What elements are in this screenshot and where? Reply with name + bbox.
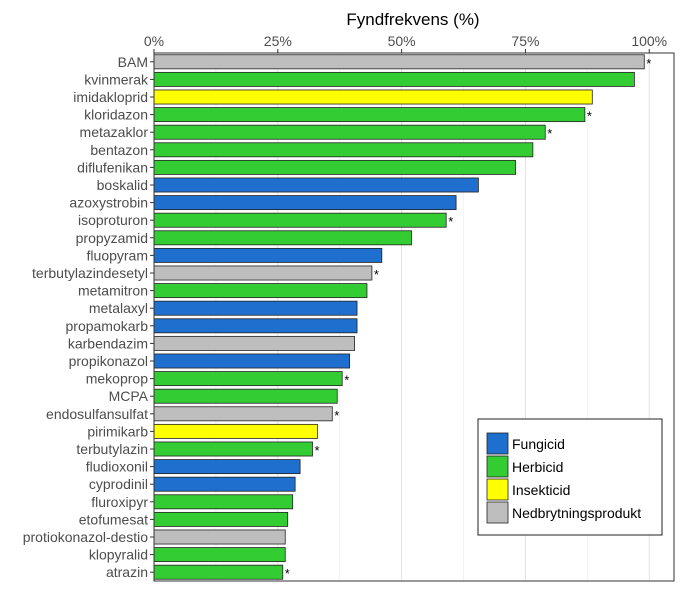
x-tick-label: 25% bbox=[264, 33, 292, 49]
category-label: diflufenikan bbox=[77, 159, 148, 175]
bar bbox=[153, 388, 338, 404]
significance-marker: * bbox=[334, 408, 339, 423]
category-label: propyzamid bbox=[76, 230, 148, 246]
bar bbox=[153, 283, 368, 299]
legend-label: Herbicid bbox=[512, 459, 563, 475]
significance-marker: * bbox=[587, 109, 592, 124]
bar bbox=[153, 423, 318, 439]
bar bbox=[153, 353, 351, 369]
legend-key bbox=[486, 455, 509, 478]
category-label: azoxystrobin bbox=[69, 195, 148, 211]
bar bbox=[153, 335, 355, 351]
significance-marker: * bbox=[547, 126, 552, 141]
category-label: metamitron bbox=[78, 283, 148, 299]
category-label: fluroxipyr bbox=[91, 494, 148, 510]
legend-label: Insekticid bbox=[512, 482, 570, 498]
legend: Fungicid Herbicid Insekticid Nedbrytningspr… bbox=[477, 418, 663, 536]
category-label: protiokonazol-destio bbox=[23, 529, 149, 545]
category-label: kvinmerak bbox=[84, 71, 149, 87]
significance-marker: * bbox=[344, 373, 349, 388]
category-label: BAM bbox=[118, 54, 148, 70]
category-label: atrazin bbox=[106, 564, 148, 580]
bar bbox=[153, 406, 333, 422]
bar bbox=[153, 142, 534, 158]
category-label: bentazon bbox=[90, 142, 148, 158]
category-label: kloridazon bbox=[84, 107, 148, 123]
significance-marker: * bbox=[374, 267, 379, 282]
category-label: propamokarb bbox=[66, 318, 149, 334]
category-label: pirimikarb bbox=[87, 423, 148, 439]
category-label: etofumesat bbox=[79, 511, 148, 527]
bar bbox=[153, 511, 289, 527]
bar bbox=[153, 89, 593, 105]
significance-marker: * bbox=[646, 56, 651, 71]
category-label: imidakloprid bbox=[73, 89, 148, 105]
bar bbox=[153, 300, 358, 316]
legend-label: Fungicid bbox=[512, 436, 565, 452]
legend-key bbox=[486, 478, 509, 501]
bar bbox=[153, 265, 373, 281]
bar bbox=[153, 124, 546, 140]
bar bbox=[153, 459, 301, 475]
category-label: metalaxyl bbox=[89, 300, 148, 316]
bar bbox=[153, 494, 294, 510]
bar bbox=[153, 230, 412, 246]
category-label: terbutylazin bbox=[76, 441, 148, 457]
bar bbox=[153, 212, 447, 228]
legend-box bbox=[477, 418, 663, 536]
bar bbox=[153, 529, 286, 545]
legend-label: Nedbrytningsprodukt bbox=[512, 505, 641, 521]
bar bbox=[153, 564, 284, 580]
significance-marker: * bbox=[285, 566, 290, 581]
bar bbox=[153, 107, 586, 123]
significance-marker: * bbox=[448, 214, 453, 229]
category-label: boskalid bbox=[97, 177, 148, 193]
bar bbox=[153, 177, 479, 193]
x-tick-label: 0% bbox=[144, 33, 164, 49]
plot-border bbox=[153, 52, 675, 582]
bar bbox=[153, 318, 358, 334]
bar bbox=[153, 54, 645, 70]
bar bbox=[153, 476, 296, 492]
x-tick-label: 100% bbox=[631, 33, 667, 49]
bar bbox=[153, 247, 383, 263]
category-label: fluopyram bbox=[87, 247, 148, 263]
bar bbox=[153, 195, 457, 211]
category-label: mekoprop bbox=[86, 371, 148, 387]
x-tick-label: 75% bbox=[511, 33, 539, 49]
category-label: terbutylazindesetyl bbox=[32, 265, 148, 281]
category-label: endosulfansulfat bbox=[46, 406, 148, 422]
bar bbox=[153, 71, 635, 87]
bar bbox=[153, 547, 286, 563]
category-label: metazaklor bbox=[80, 124, 149, 140]
significance-marker: * bbox=[314, 443, 319, 458]
bar bbox=[153, 441, 313, 457]
x-tick-label: 50% bbox=[388, 33, 416, 49]
bars: * * * * * * * * * bbox=[153, 54, 651, 581]
category-label: propikonazol bbox=[69, 353, 148, 369]
legend-key bbox=[486, 432, 509, 455]
category-label: fludioxonil bbox=[86, 459, 148, 475]
category-label: MCPA bbox=[109, 388, 149, 404]
category-label: isoproturon bbox=[78, 212, 148, 228]
category-label: klopyralid bbox=[89, 547, 148, 563]
legend-key bbox=[486, 501, 509, 524]
bar bbox=[153, 159, 516, 175]
bar bbox=[153, 371, 343, 387]
category-label: karbendazim bbox=[68, 335, 148, 351]
chart-title: Fyndfrekvens (%) bbox=[346, 10, 479, 29]
category-label: cyprodinil bbox=[89, 476, 148, 492]
